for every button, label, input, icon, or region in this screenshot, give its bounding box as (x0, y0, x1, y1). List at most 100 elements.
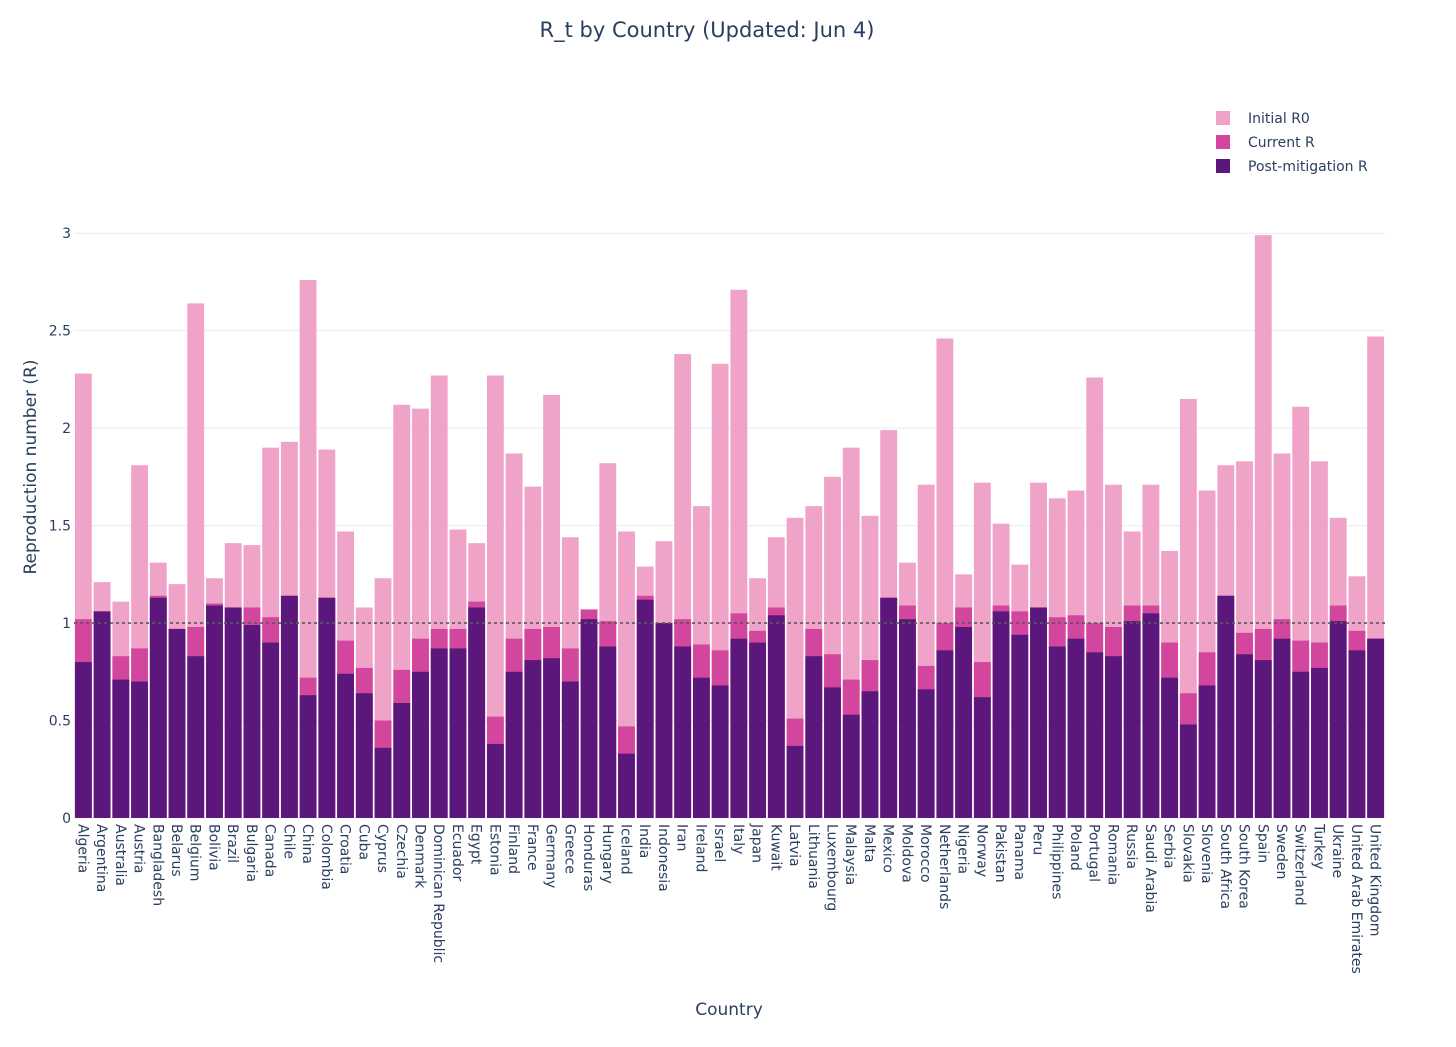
x-tick-label: Australia (112, 824, 128, 886)
bar-post-mitigation-r[interactable] (917, 689, 935, 818)
x-tick-label: Egypt (468, 824, 484, 865)
bar-post-mitigation-r[interactable] (93, 611, 111, 818)
bar-post-mitigation-r[interactable] (955, 626, 973, 818)
bar-post-mitigation-r[interactable] (449, 648, 467, 818)
x-tick-label: Panama (1011, 824, 1027, 880)
bar-post-mitigation-r[interactable] (1161, 677, 1179, 818)
bar-post-mitigation-r[interactable] (149, 597, 167, 818)
bar-post-mitigation-r[interactable] (1236, 654, 1253, 818)
x-tick-label: Ireland (692, 824, 708, 872)
bar-post-mitigation-r[interactable] (430, 648, 448, 818)
bar-post-mitigation-r[interactable] (206, 605, 223, 818)
x-tick-label: Bangladesh (149, 824, 165, 906)
bar-post-mitigation-r[interactable] (936, 650, 954, 818)
bar-post-mitigation-r[interactable] (524, 660, 542, 818)
bar-post-mitigation-r[interactable] (805, 656, 823, 818)
bar-post-mitigation-r[interactable] (187, 656, 205, 818)
bar-post-mitigation-r[interactable] (1292, 671, 1310, 818)
bar-post-mitigation-r[interactable] (1311, 667, 1328, 818)
bar-post-mitigation-r[interactable] (749, 642, 767, 818)
y-tick-label: 2.5 (49, 324, 71, 340)
bar-post-mitigation-r[interactable] (168, 628, 186, 818)
bar-post-mitigation-r[interactable] (1198, 685, 1216, 818)
bar-post-mitigation-r[interactable] (824, 687, 841, 818)
bar-post-mitigation-r[interactable] (992, 611, 1010, 818)
bar-post-mitigation-r[interactable] (299, 695, 317, 818)
legend-item[interactable]: Initial R0 (1216, 111, 1310, 127)
x-tick-label: Cuba (355, 824, 371, 860)
bar-post-mitigation-r[interactable] (842, 714, 860, 818)
y-tick-label: 3 (62, 226, 71, 242)
bar-post-mitigation-r[interactable] (374, 747, 392, 818)
bar-post-mitigation-r[interactable] (1254, 660, 1272, 818)
bar-post-mitigation-r[interactable] (1329, 621, 1347, 818)
bar-post-mitigation-r[interactable] (1030, 607, 1047, 818)
bar-post-mitigation-r[interactable] (1048, 646, 1066, 818)
bar-post-mitigation-r[interactable] (112, 679, 130, 818)
bar-post-mitigation-r[interactable] (1348, 650, 1366, 818)
x-tick-label: Netherlands (936, 824, 952, 909)
bar-post-mitigation-r[interactable] (786, 745, 804, 818)
bar-post-mitigation-r[interactable] (674, 646, 692, 818)
bar-post-mitigation-r[interactable] (318, 597, 336, 818)
x-tick-label: Czechia (393, 824, 409, 879)
x-tick-label: Luxembourg (824, 824, 840, 911)
bar-post-mitigation-r[interactable] (393, 702, 411, 818)
bar-post-mitigation-r[interactable] (636, 599, 654, 818)
x-tick-label: Morocco (917, 824, 933, 883)
bar-post-mitigation-r[interactable] (1273, 638, 1291, 818)
x-tick-label: Hungary (599, 824, 615, 884)
bar-post-mitigation-r[interactable] (599, 646, 617, 818)
bar-post-mitigation-r[interactable] (262, 642, 280, 818)
bar-post-mitigation-r[interactable] (1123, 621, 1141, 818)
bar-post-mitigation-r[interactable] (355, 693, 373, 818)
bar-post-mitigation-r[interactable] (412, 671, 429, 818)
bar-post-mitigation-r[interactable] (655, 623, 673, 818)
bar-post-mitigation-r[interactable] (580, 619, 598, 818)
bar-post-mitigation-r[interactable] (1367, 638, 1385, 818)
bar-post-mitigation-r[interactable] (561, 681, 579, 818)
legend-item[interactable]: Post-mitigation R (1216, 159, 1368, 175)
bar-post-mitigation-r[interactable] (767, 615, 785, 818)
bar-post-mitigation-r[interactable] (337, 673, 354, 818)
bar-initial-r0[interactable] (486, 375, 504, 818)
bar-post-mitigation-r[interactable] (1142, 613, 1160, 818)
x-tick-label: Lithuania (805, 824, 821, 889)
x-tick-label: Iran (674, 824, 690, 851)
x-tick-label: China (299, 824, 315, 864)
bar-post-mitigation-r[interactable] (618, 753, 635, 818)
x-tick-label: Saudi Arabia (1142, 824, 1158, 913)
bar-post-mitigation-r[interactable] (131, 681, 148, 818)
bar-post-mitigation-r[interactable] (468, 607, 486, 818)
bar-post-mitigation-r[interactable] (505, 671, 523, 818)
bar-post-mitigation-r[interactable] (1067, 638, 1085, 818)
bar-post-mitigation-r[interactable] (973, 697, 991, 818)
bar-post-mitigation-r[interactable] (74, 662, 92, 818)
bar-post-mitigation-r[interactable] (1179, 724, 1197, 818)
x-tick-label: Canada (262, 824, 278, 877)
bar-post-mitigation-r[interactable] (711, 685, 729, 818)
bar-post-mitigation-r[interactable] (730, 638, 748, 818)
x-tick-label: Kuwait (767, 824, 783, 871)
bar-post-mitigation-r[interactable] (280, 595, 298, 818)
legend-item[interactable]: Current R (1216, 135, 1315, 151)
bar-post-mitigation-r[interactable] (1217, 595, 1235, 818)
bar-post-mitigation-r[interactable] (692, 677, 710, 818)
x-tick-label: Greece (561, 824, 577, 874)
legend[interactable]: Initial R0 Current R Post-mitigation R (1200, 100, 1400, 184)
bar-post-mitigation-r[interactable] (880, 597, 898, 818)
bar-post-mitigation-r[interactable] (486, 743, 504, 818)
y-axis-title: Reproduction number (R) (21, 359, 41, 574)
bar-post-mitigation-r[interactable] (861, 691, 879, 818)
bar-post-mitigation-r[interactable] (898, 619, 916, 818)
bar-post-mitigation-r[interactable] (1105, 656, 1122, 818)
bar-post-mitigation-r[interactable] (1086, 652, 1104, 818)
bar-post-mitigation-r[interactable] (1011, 634, 1029, 818)
x-tick-label: Estonia (486, 824, 502, 876)
x-tick-label: France (524, 824, 540, 871)
bar-post-mitigation-r[interactable] (543, 658, 561, 818)
bar-post-mitigation-r[interactable] (243, 625, 261, 818)
x-tick-label: Slovenia (1198, 824, 1214, 884)
x-tick-label: Malaysia (842, 824, 858, 885)
bar-post-mitigation-r[interactable] (224, 607, 242, 818)
